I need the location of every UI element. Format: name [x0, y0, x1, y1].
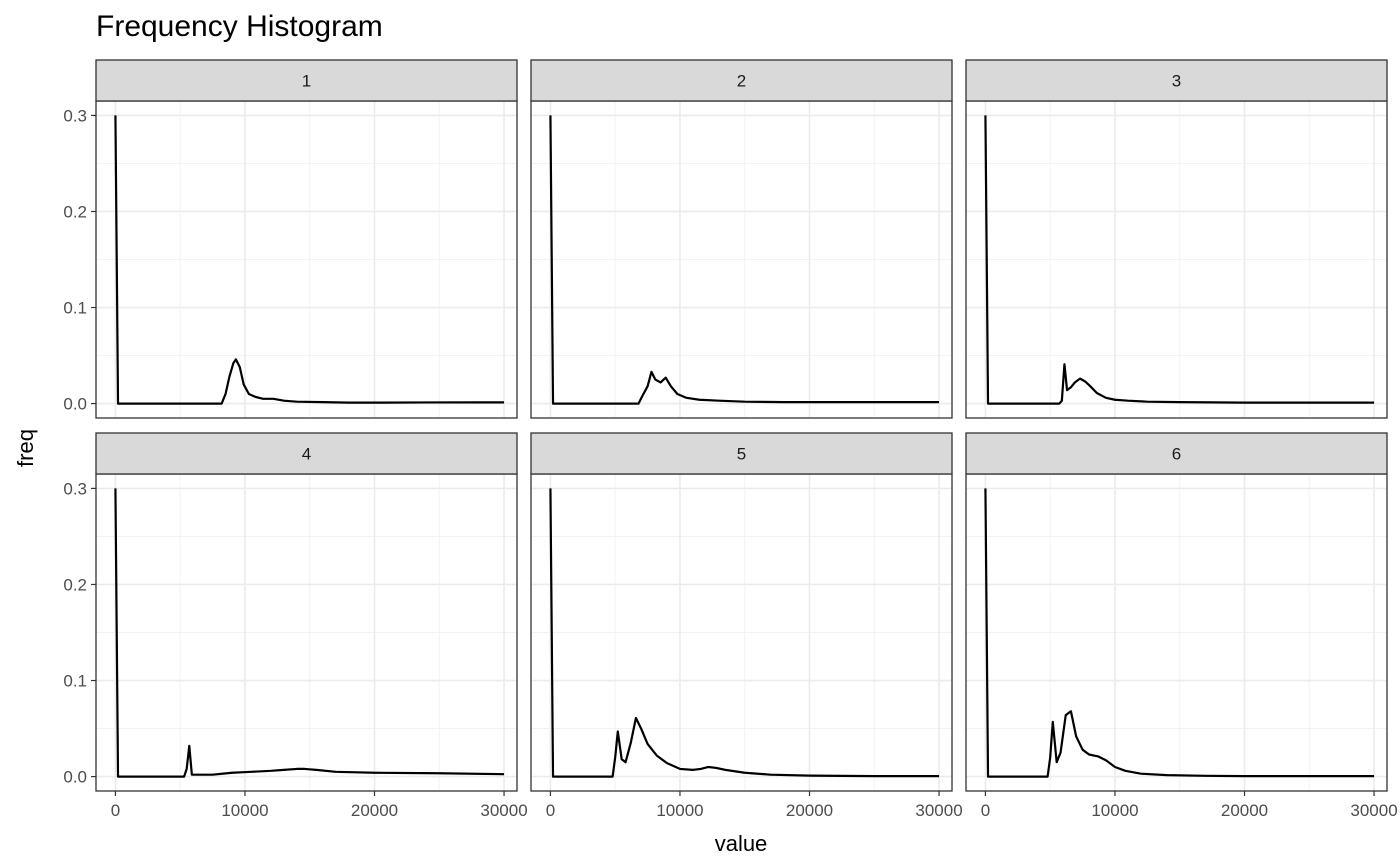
series-line-6: [984, 488, 1375, 778]
y-tick-label: 0.0: [63, 395, 87, 414]
series-line-3: [984, 115, 1375, 405]
x-tick-label: 0: [546, 801, 555, 820]
facet-panel-3: 3: [965, 59, 1388, 419]
facet-strip-label: 4: [302, 445, 311, 464]
series-line-2: [549, 115, 940, 405]
x-tick-label: 10000: [656, 801, 703, 820]
x-tick-label: 30000: [480, 801, 527, 820]
y-tick-label: 0.3: [63, 479, 87, 498]
facet-panel-5: 5 0 10000 20000 30000: [530, 432, 963, 820]
x-tick-label: 10000: [221, 801, 268, 820]
x-tick-label: 20000: [786, 801, 833, 820]
x-tick-label: 10000: [1091, 801, 1138, 820]
facet-panels: 1 0.0 0.1 0.2 0.3 2 3 4 0.0 0.1 0.2 0.3 0 10000 20000 3…: [63, 59, 1398, 820]
facet-strip: [965, 59, 1388, 102]
x-axis-title: value: [715, 831, 768, 856]
y-tick-label: 0.1: [63, 299, 87, 318]
y-tick-label: 0.2: [63, 202, 87, 221]
y-tick-label: 0.0: [63, 768, 87, 787]
y-tick-label: 0.3: [63, 106, 87, 125]
y-tick-label: 0.2: [63, 575, 87, 594]
chart-title: Frequency Histogram: [96, 10, 383, 43]
facet-strip: [530, 59, 953, 102]
x-tick-label: 30000: [1350, 801, 1397, 820]
facet-strip: [530, 432, 953, 475]
facet-panel-2: 2: [530, 59, 953, 419]
facet-strip-label: 1: [302, 72, 311, 91]
facet-strip-label: 3: [1172, 72, 1181, 91]
x-tick-label: 0: [981, 801, 990, 820]
facet-strip-label: 5: [737, 445, 746, 464]
facet-strip: [95, 59, 518, 102]
facet-strip-label: 6: [1172, 445, 1181, 464]
series-line-5: [549, 488, 940, 778]
x-tick-label: 20000: [351, 801, 398, 820]
facet-strip: [95, 432, 518, 475]
series-line-4: [114, 488, 505, 778]
facet-strip-label: 2: [737, 72, 746, 91]
facet-panel-4: 4 0.0 0.1 0.2 0.3 0 10000 20000 30000: [63, 432, 528, 820]
facet-strip: [965, 432, 1388, 475]
facet-panel-6: 6 0 10000 20000 30000: [965, 432, 1398, 820]
x-tick-label: 30000: [915, 801, 962, 820]
series-line-1: [114, 115, 505, 405]
y-tick-label: 0.1: [63, 672, 87, 691]
x-tick-label: 20000: [1221, 801, 1268, 820]
x-tick-label: 0: [111, 801, 120, 820]
facet-panel-1: 1 0.0 0.1 0.2 0.3: [63, 59, 518, 419]
y-axis-title: freq: [13, 429, 38, 467]
